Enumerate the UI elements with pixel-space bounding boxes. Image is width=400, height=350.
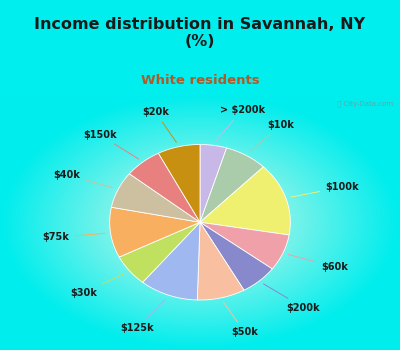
Text: White residents: White residents [141, 74, 259, 87]
Polygon shape [200, 145, 227, 222]
Text: $125k: $125k [120, 299, 166, 333]
Polygon shape [200, 167, 290, 235]
Polygon shape [158, 145, 200, 222]
Polygon shape [143, 222, 200, 300]
Text: $150k: $150k [83, 130, 139, 159]
Text: Income distribution in Savannah, NY
(%): Income distribution in Savannah, NY (%) [34, 17, 366, 49]
Text: $50k: $50k [224, 302, 258, 337]
Text: $75k: $75k [43, 232, 105, 243]
Polygon shape [111, 174, 200, 222]
Text: > $200k: > $200k [216, 105, 265, 141]
Text: $200k: $200k [264, 284, 320, 313]
Polygon shape [200, 148, 263, 222]
Text: $100k: $100k [291, 182, 359, 197]
Polygon shape [119, 222, 200, 282]
Polygon shape [197, 222, 244, 300]
Text: $40k: $40k [54, 170, 113, 188]
Polygon shape [200, 222, 289, 269]
Text: $20k: $20k [142, 107, 176, 142]
Text: $30k: $30k [70, 273, 125, 298]
Polygon shape [200, 222, 272, 290]
Text: ⓘ City-Data.com: ⓘ City-Data.com [338, 100, 394, 107]
Polygon shape [110, 207, 200, 257]
Polygon shape [129, 153, 200, 222]
Text: $10k: $10k [250, 120, 294, 152]
Text: $60k: $60k [288, 254, 348, 272]
